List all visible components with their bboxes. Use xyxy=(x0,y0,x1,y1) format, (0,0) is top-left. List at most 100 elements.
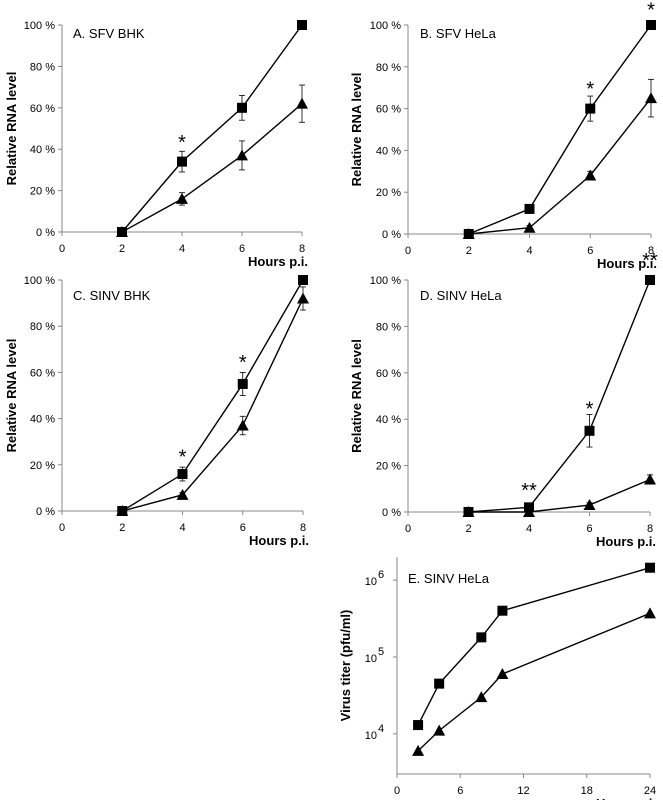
x-tick-label: 4 xyxy=(179,522,185,534)
significance-marker: * xyxy=(586,79,594,101)
x-tick-label: 2 xyxy=(465,523,471,535)
x-tick-label: 4 xyxy=(526,245,532,257)
data-point-square-marker xyxy=(645,562,655,573)
panel-title: D. SINV HeLa xyxy=(420,288,502,303)
y-tick-label: 0 % xyxy=(36,506,55,518)
y-axis-label: Virus titer (pfu/ml) xyxy=(338,610,353,722)
series-square xyxy=(117,275,308,516)
series-line xyxy=(121,24,303,233)
y-tick-label: 60 % xyxy=(30,103,55,115)
series-line xyxy=(468,279,651,513)
series-line xyxy=(468,478,651,513)
x-tick-label: 8 xyxy=(299,243,305,255)
x-tick-label: 24 xyxy=(644,785,656,797)
data-point-square-marker xyxy=(476,632,487,643)
series-triangle xyxy=(462,473,656,517)
data-point-square-marker xyxy=(177,156,187,167)
y-tick-label: 40 % xyxy=(30,414,55,426)
data-point-square-marker xyxy=(585,103,596,114)
data-point-triangle-marker xyxy=(523,506,535,517)
series-triangle xyxy=(462,78,657,239)
x-tick-label: 8 xyxy=(648,245,654,257)
data-point-triangle-marker xyxy=(583,499,596,511)
y-tick-label: 20 % xyxy=(376,461,401,473)
x-tick-label: 0 xyxy=(405,523,411,535)
series-line xyxy=(121,103,303,233)
x-tick-label: 4 xyxy=(526,523,532,535)
y-tick-label: 20 % xyxy=(376,187,401,199)
panel-b: 0 % 20 % 40 % 60 % 80 % 100 % 0 2 4 6 8 Relative RN… xyxy=(349,0,657,271)
data-point-triangle-marker xyxy=(176,192,188,204)
data-point-triangle-marker xyxy=(645,92,657,104)
panel-title: B. SFV HeLa xyxy=(420,26,497,41)
significance-marker: * xyxy=(239,352,247,374)
y-tick-label: 100 % xyxy=(370,275,401,287)
y-tick-label: 80 % xyxy=(30,321,55,333)
x-tick-label: 8 xyxy=(647,523,653,535)
significance-marker: ** xyxy=(521,480,537,502)
data-point-triangle-marker xyxy=(116,505,129,516)
significance-marker: * xyxy=(178,132,186,154)
y-tick-label: 20 % xyxy=(30,186,55,198)
data-point-triangle-marker xyxy=(296,97,308,109)
x-axis-label: Hours p.i. xyxy=(249,533,309,548)
x-axis-label: Hours p.i. xyxy=(596,534,656,549)
series-line xyxy=(468,97,652,235)
y-axis-label: Relative RNA level xyxy=(349,339,364,453)
y-tick-label: 40 % xyxy=(376,145,401,157)
panel-title: A. SFV BHK xyxy=(73,26,145,41)
x-tick-label: 6 xyxy=(587,245,593,257)
y-tick-label: 60 % xyxy=(30,367,55,379)
series-triangle xyxy=(412,607,656,756)
x-tick-label: 6 xyxy=(457,785,463,797)
data-point-triangle-marker xyxy=(644,607,656,619)
x-tick-label: 18 xyxy=(581,785,593,797)
series-square xyxy=(117,20,307,237)
x-tick-label: 0 xyxy=(394,785,400,797)
series-line xyxy=(417,567,651,726)
y-tick-label: 20 % xyxy=(30,460,55,472)
y-tick-label: 100 % xyxy=(24,20,55,32)
data-point-triangle-marker xyxy=(523,221,536,233)
x-tick-label: 2 xyxy=(466,245,472,257)
significance-marker: * xyxy=(586,399,594,421)
y-tick-exponent: 5 xyxy=(378,646,384,658)
series-triangle xyxy=(116,286,309,516)
data-point-triangle-marker xyxy=(236,419,249,431)
data-point-square-marker xyxy=(434,678,445,689)
series-line xyxy=(121,279,304,512)
data-point-triangle-marker xyxy=(297,292,309,304)
y-tick-label: 10 xyxy=(365,576,377,588)
series-line xyxy=(417,612,651,752)
data-point-triangle-marker xyxy=(644,473,656,485)
data-point-square-marker xyxy=(237,378,248,389)
data-point-square-marker xyxy=(413,720,424,731)
series-square xyxy=(413,562,655,731)
y-tick-label: 10 xyxy=(365,730,377,742)
data-point-square-marker xyxy=(524,203,535,214)
data-point-triangle-marker xyxy=(433,724,446,736)
significance-marker: * xyxy=(647,0,655,21)
panel-title: C. SINV BHK xyxy=(73,288,151,303)
data-point-triangle-marker xyxy=(116,226,128,237)
y-tick-exponent: 6 xyxy=(378,569,384,581)
y-tick-label: 60 % xyxy=(376,104,401,116)
x-tick-label: 2 xyxy=(119,522,125,534)
x-tick-label: 6 xyxy=(240,522,246,534)
y-tick-label: 80 % xyxy=(30,61,55,73)
data-point-square-marker xyxy=(497,605,508,616)
x-tick-label: 0 xyxy=(405,245,411,257)
x-tick-label: 12 xyxy=(517,785,529,797)
data-point-square-marker xyxy=(298,275,308,285)
data-point-triangle-marker xyxy=(584,169,597,181)
data-point-square-marker xyxy=(297,20,307,30)
y-tick-label: 60 % xyxy=(376,368,401,380)
series-line xyxy=(122,298,304,512)
data-point-triangle-marker xyxy=(475,691,488,703)
y-tick-label: 0 % xyxy=(36,227,55,239)
y-axis-label: Relative RNA level xyxy=(349,73,364,187)
series-triangle xyxy=(116,84,308,237)
data-point-triangle-marker xyxy=(176,488,189,500)
y-tick-label: 80 % xyxy=(376,62,401,74)
